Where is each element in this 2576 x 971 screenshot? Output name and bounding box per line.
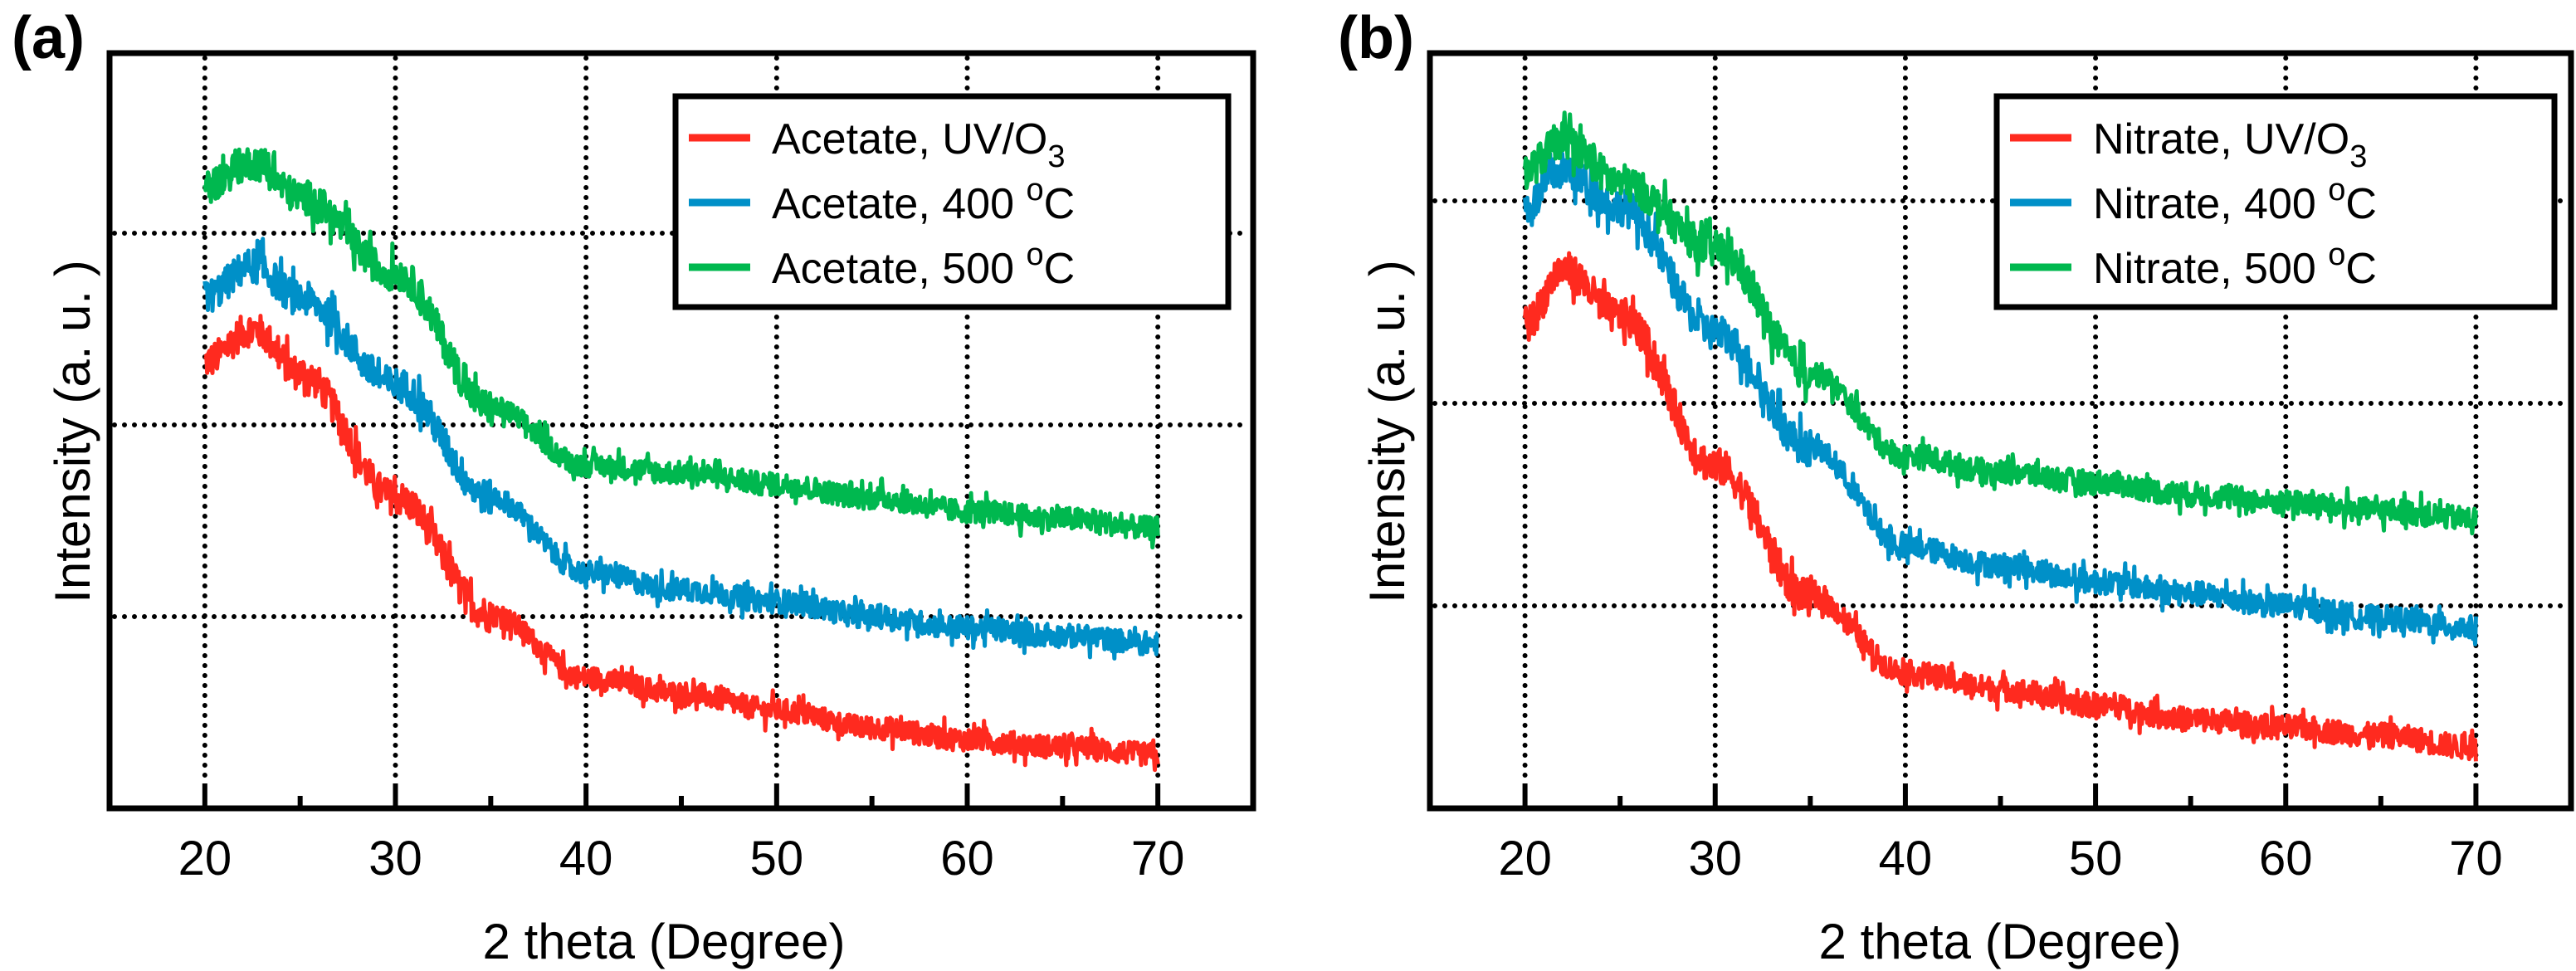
panel-label-b: (b) (1338, 5, 1414, 71)
series-line-a-1 (202, 237, 1159, 661)
legend-label: Nitrate, 500 oC (2093, 237, 2377, 293)
panel-label-a: (a) (12, 5, 85, 71)
legend-label-tail: C (2345, 245, 2377, 293)
x-tick-label-b: 40 (1879, 832, 1933, 886)
legend-label-superscript: o (1026, 173, 1043, 207)
panel-b: (b) 2 theta (Degree) Intensity (a. u. ) … (1338, 5, 2574, 969)
series-line-b-2 (1523, 110, 2478, 536)
legend-item-b-2: Nitrate, 500 oC (2010, 237, 2377, 293)
x-tick-label-b: 60 (2259, 832, 2313, 886)
legend-label-tail: C (1044, 245, 1076, 293)
legend-label: Acetate, 400 oC (772, 173, 1075, 228)
legend-item-a-0: Acetate, UV/O3 (689, 115, 1066, 174)
legend-item-a-2: Acetate, 500 oC (689, 237, 1075, 293)
legend-label: Nitrate, 400 oC (2093, 173, 2377, 228)
legend-label-main: Acetate, 400 (772, 180, 1026, 228)
legend-label-main: Nitrate, 400 (2093, 180, 2328, 228)
legend-label-superscript: o (1026, 237, 1043, 272)
legend-label: Acetate, UV/O3 (772, 115, 1066, 174)
panel-a: (a) 2 theta (Degree) Intensity (a. u. ) … (12, 5, 1256, 969)
legend-label-tail: C (2345, 180, 2377, 228)
legend-label-tail: C (1044, 180, 1076, 228)
x-tick-label-a: 40 (559, 832, 613, 886)
legend-item-b-0: Nitrate, UV/O3 (2010, 115, 2367, 174)
legend-label: Acetate, 500 oC (772, 237, 1075, 293)
series-line-b-1 (1523, 151, 2478, 647)
series-line-b-0 (1523, 251, 2478, 762)
legend-label-subscript: 3 (2349, 139, 2367, 174)
legend-label-main: Nitrate, UV/O (2093, 115, 2349, 163)
x-tick-label-a: 20 (178, 832, 232, 886)
legend-label: Nitrate, UV/O3 (2093, 115, 2367, 174)
x-tick-label-a: 70 (1131, 832, 1185, 886)
legend-label-main: Acetate, UV/O (772, 115, 1047, 163)
y-axis-title-b: Intensity (a. u. ) (1359, 260, 1415, 603)
legend-box-a (672, 93, 1232, 310)
x-tick-label-b: 50 (2069, 832, 2123, 886)
x-tick-label-b: 20 (1498, 832, 1552, 886)
series-line-a-0 (203, 314, 1160, 773)
x-axis-title-b: 2 theta (Degree) (1819, 914, 2182, 969)
legend-label-main: Acetate, 500 (772, 245, 1026, 293)
legend-label-main: Nitrate, 500 (2093, 245, 2328, 293)
y-axis-title-a: Intensity (a. u. ) (45, 260, 100, 603)
legend-label-superscript: o (2328, 237, 2345, 272)
series-line-a-2 (202, 147, 1160, 549)
legend-box-b (1993, 93, 2558, 310)
x-tick-label-a: 60 (940, 832, 994, 886)
x-tick-label-a: 30 (368, 832, 422, 886)
x-axis-title-a: 2 theta (Degree) (483, 914, 846, 969)
x-tick-label-a: 50 (750, 832, 804, 886)
x-tick-label-b: 30 (1688, 832, 1742, 886)
legend-item-b-1: Nitrate, 400 oC (2010, 173, 2377, 228)
legend-label-superscript: o (2328, 173, 2345, 207)
legend-label-subscript: 3 (1047, 139, 1065, 174)
x-tick-label-b: 70 (2449, 832, 2503, 886)
legend-item-a-1: Acetate, 400 oC (689, 173, 1075, 228)
